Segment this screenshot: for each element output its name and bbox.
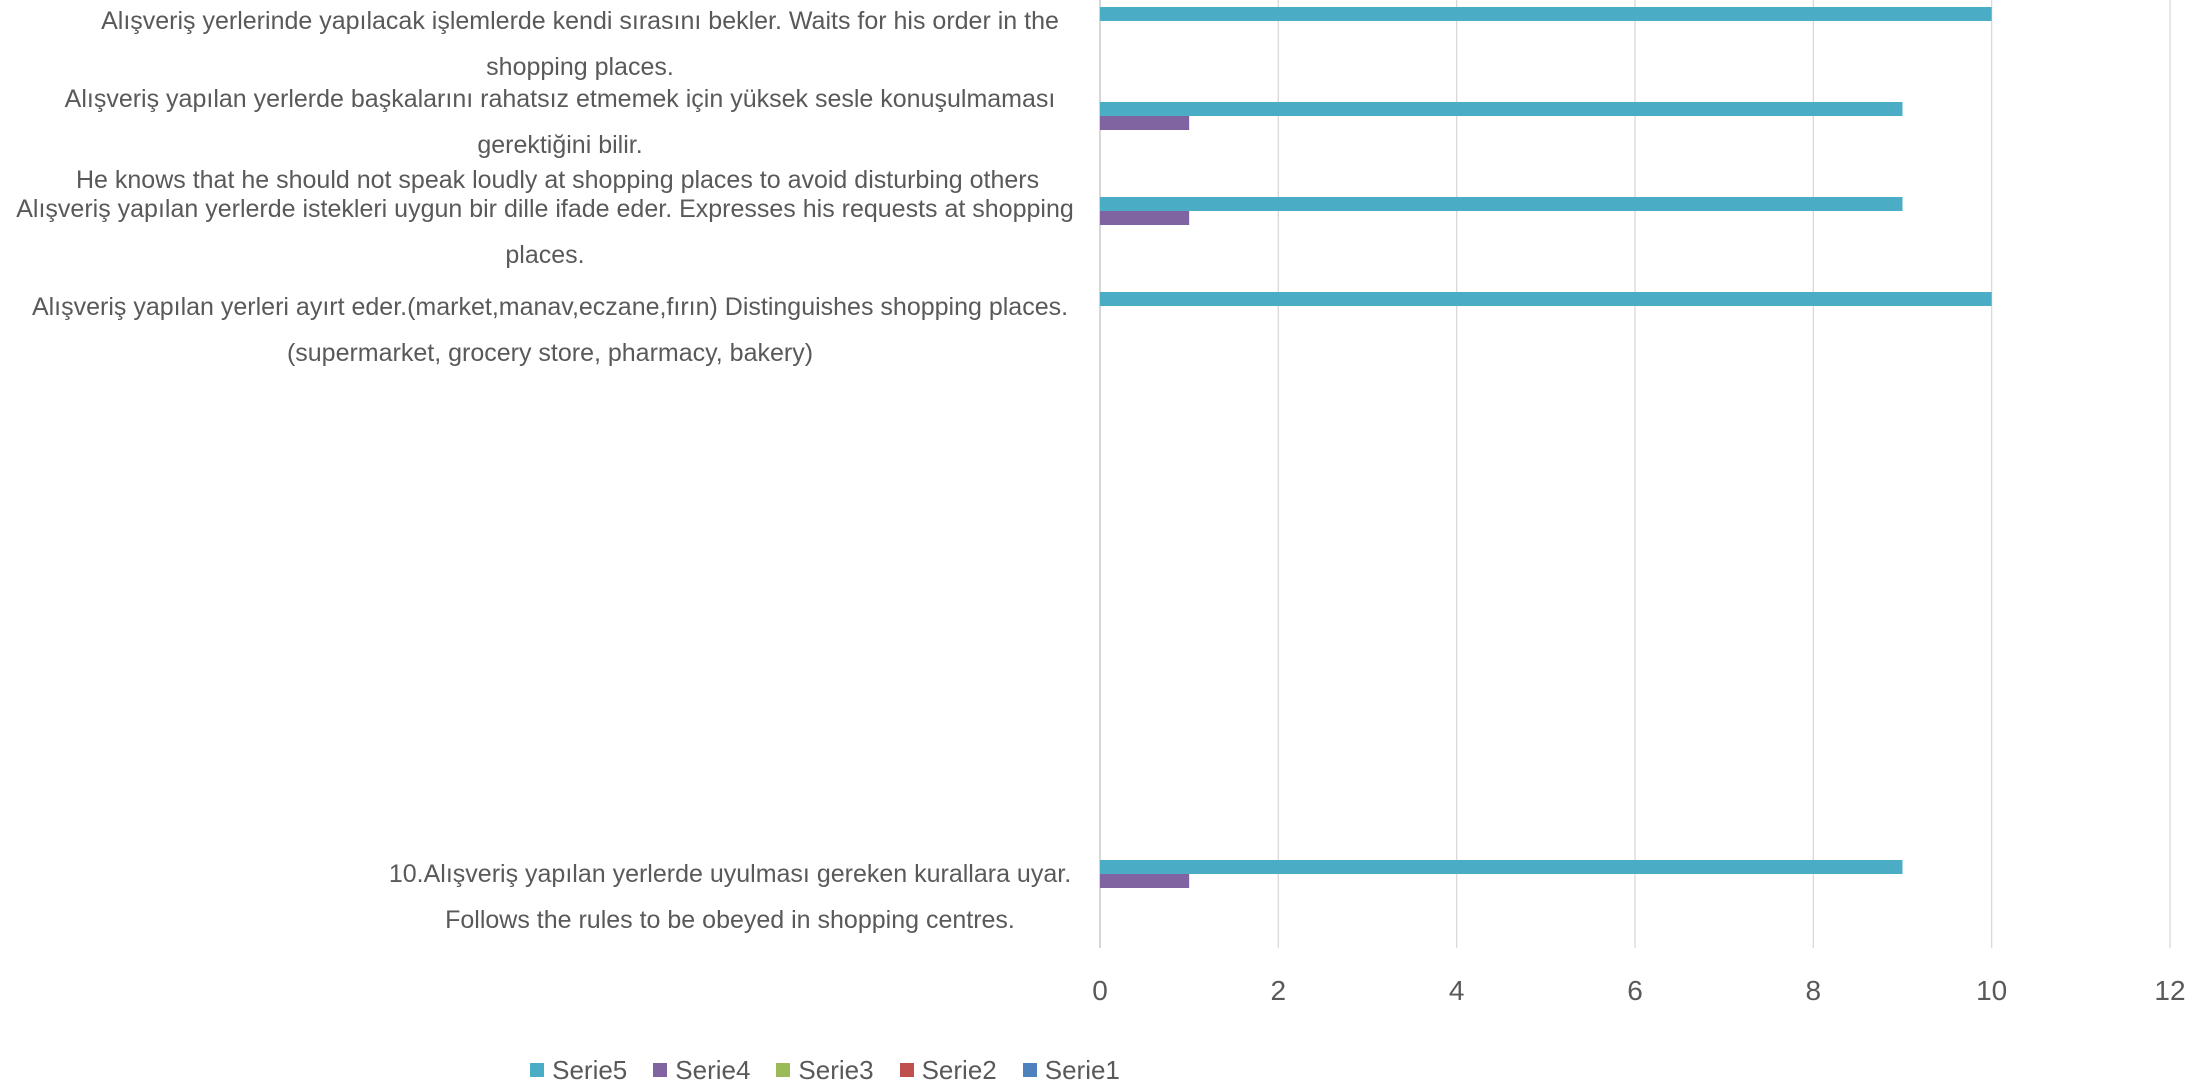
category-label-5: 10.Alışveriş yapılan yerlerde uyulması g… [380,851,1080,943]
category-label-1: Alışveriş yerlerinde yapılacak işlemlerd… [80,0,1080,90]
bar-serie5-cat2 [1100,102,1903,116]
legend-swatch [653,1063,668,1077]
category-label-line: Alışveriş yapılan yerleri ayırt eder.(ma… [31,293,1069,321]
bar-serie5-cat1 [1100,7,1992,21]
legend-swatch [776,1063,791,1077]
x-tick-label: 6 [1627,975,1643,1006]
x-tick-label: 8 [1806,975,1822,1006]
category-label-line: (supermarket, grocery store, pharmacy, b… [286,339,814,367]
legend-label: Serie5 [552,1054,628,1085]
bar-serie5-cat4 [1100,292,1992,306]
bar-serie4-cat3 [1100,211,1190,225]
category-label-line: Alışveriş yapılan yerlerde başkalarını r… [64,85,1056,113]
legend-swatch [899,1063,914,1077]
category-label-2-note: He knows that he should not speak loudly… [76,166,1040,194]
legend-swatch [1022,1063,1037,1077]
category-label-line: gerektiğini bilir. [477,131,643,159]
category-label-line: 10.Alışveriş yapılan yerlerde uyulması g… [388,860,1072,888]
bar-serie5-cat3 [1100,197,1903,211]
category-label-line: places. [505,241,585,269]
category-label-3: Alışveriş yapılan yerlerde istekleri uyg… [5,186,1085,278]
legend-label: Serie3 [798,1054,874,1085]
legend-item-serie2: Serie2 [899,1054,997,1086]
category-label-4: Alışveriş yapılan yerleri ayırt eder.(ma… [20,284,1080,376]
bar-serie5-cat5 [1100,860,1903,874]
category-label-line: Follows the rules to be obeyed in shoppi… [445,906,1015,934]
legend-label: Serie2 [921,1054,997,1085]
x-tick-label: 2 [1271,975,1287,1006]
legend-label: Serie1 [1044,1054,1120,1085]
bar-serie4-cat5 [1100,874,1190,888]
legend: Serie5 Serie4 Serie3 Serie2 Serie1 [0,1050,2210,1090]
legend-item-serie5: Serie5 [530,1055,627,1086]
x-tick-label: 10 [1976,975,2007,1006]
category-label-line: Alışveriş yapılan yerlerde istekleri uyg… [16,195,1074,223]
legend-item-serie1: Serie1 [1022,1054,1120,1086]
category-label-2: Alışveriş yapılan yerlerde başkalarını r… [40,76,1080,168]
x-tick-label: 12 [2154,975,2185,1006]
legend-item-serie4: Serie4 [653,1055,750,1086]
x-tick-label: 4 [1449,975,1465,1006]
legend-item-serie3: Serie3 [776,1054,874,1086]
legend-swatch [530,1063,545,1077]
legend-label: Serie4 [675,1054,751,1085]
bar-serie4-cat2 [1100,116,1190,130]
category-label-line: shopping places. [486,53,674,81]
category-label-line: Alışveriş yerlerinde yapılacak işlemlerd… [101,7,1059,35]
plot-area: 0 2 4 6 8 10 12 [1092,0,2186,1006]
x-tick-label: 0 [1092,975,1108,1006]
